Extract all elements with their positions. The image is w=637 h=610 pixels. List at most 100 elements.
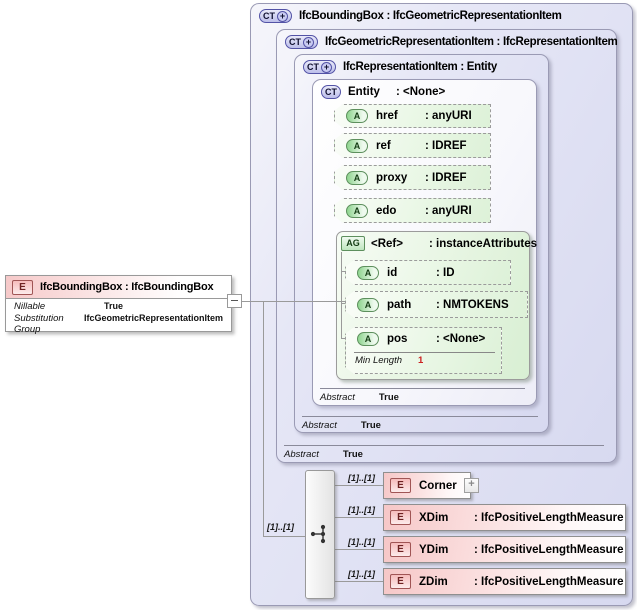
connector-line xyxy=(263,536,305,537)
attribute-ref[interactable]: A ref : IDREF xyxy=(334,133,491,158)
attribute-type: : IDREF xyxy=(425,139,467,152)
branch-line xyxy=(333,517,383,518)
entity-name: Entity xyxy=(348,86,380,98)
facet-divider xyxy=(354,352,495,353)
complextype-title: IfcRepresentationItem : Entity xyxy=(343,61,497,73)
complextype-expand-icon[interactable]: CT + xyxy=(259,9,292,23)
attribute-name: href xyxy=(376,110,398,122)
attribute-icon: A xyxy=(346,171,368,185)
complextype-icon: CT xyxy=(321,85,341,99)
connector-line xyxy=(263,301,264,536)
complextype-title: IfcGeometricRepresentationItem : IfcRepr… xyxy=(325,36,618,48)
nillable-row: Nillable True xyxy=(6,299,231,312)
substitution-group-row: Substitution Group IfcGeometricRepresent… xyxy=(6,312,231,335)
facet-label: Abstract xyxy=(302,420,337,431)
attribute-proxy[interactable]: A proxy : IDREF xyxy=(334,165,491,190)
complextype-header: CT Entity : <None> xyxy=(313,80,453,104)
complextype-header: CT + IfcGeometricRepresentationItem : Ifc… xyxy=(277,30,625,54)
element-icon: E xyxy=(390,510,411,525)
facet-value: True xyxy=(378,392,399,403)
group-tree-line xyxy=(341,338,346,339)
attribute-group-header: AG <Ref> : instanceAttributes xyxy=(341,236,537,251)
attribute-icon: A xyxy=(357,298,379,312)
attribute-icon: A xyxy=(346,139,368,153)
attribute-group-type: : instanceAttributes xyxy=(429,237,537,250)
attribute-name: pos xyxy=(387,333,408,345)
entity-type: : <None> xyxy=(396,86,446,98)
plus-icon[interactable]: + xyxy=(321,61,332,73)
complextype-title: IfcBoundingBox : IfcGeometricRepresentat… xyxy=(299,10,562,22)
branch-line xyxy=(333,581,383,582)
attribute-type: : <None> xyxy=(436,333,486,345)
attribute-id[interactable]: A id : ID xyxy=(345,260,511,285)
element-name: Corner xyxy=(419,479,457,492)
element-corner[interactable]: E Corner xyxy=(383,472,471,499)
abstract-facet-geometricrepresentationitem: Abstract True xyxy=(284,445,604,460)
sequence-icon xyxy=(310,524,326,544)
facet-label: Abstract xyxy=(320,392,355,403)
complextype-header: CT + IfcRepresentationItem : Entity xyxy=(295,55,505,79)
attribute-icon: A xyxy=(357,266,379,280)
element-declaration-title: IfcBoundingBox : IfcBoundingBox xyxy=(40,281,214,293)
complextype-expand-icon[interactable]: CT + xyxy=(303,60,336,74)
facet-value: IfcGeometricRepresentationItem xyxy=(83,313,223,323)
attribute-icon: A xyxy=(346,204,368,218)
element-zdim[interactable]: E ZDim : IfcPositiveLengthMeasure xyxy=(383,568,626,595)
expand-plus-icon[interactable]: + xyxy=(464,478,479,493)
attribute-pos[interactable]: A pos : <None> Min Length 1 xyxy=(345,327,502,374)
facet-value: 1 xyxy=(418,355,424,366)
abstract-facet-entity: Abstract True xyxy=(320,388,525,403)
facet-label: Min Length xyxy=(355,355,403,366)
attribute-type: : NMTOKENS xyxy=(436,298,509,311)
branch-line xyxy=(333,485,383,486)
element-name: XDim xyxy=(419,511,449,524)
element-type: : IfcPositiveLengthMeasure xyxy=(474,511,624,524)
abstract-facet-representationitem: Abstract True xyxy=(302,416,538,431)
facet-label: Abstract xyxy=(284,449,319,460)
cardinality-label: [1]..[1] xyxy=(348,537,375,547)
attribute-group-icon: AG xyxy=(341,236,365,251)
element-type: : IfcPositiveLengthMeasure xyxy=(474,575,624,588)
collapse-toggle-icon[interactable] xyxy=(227,294,242,308)
group-tree-line xyxy=(341,252,342,338)
plus-icon[interactable]: + xyxy=(303,36,314,48)
element-ydim[interactable]: E YDim : IfcPositiveLengthMeasure xyxy=(383,536,626,563)
complextype-header: CT + IfcBoundingBox : IfcGeometricReprese… xyxy=(251,4,570,28)
attribute-name: proxy xyxy=(376,171,408,184)
connector-line xyxy=(240,301,345,302)
facet-value: True xyxy=(360,420,381,431)
element-name: YDim xyxy=(419,543,449,556)
attribute-name: path xyxy=(387,298,412,311)
plus-icon[interactable]: + xyxy=(277,10,288,22)
minlength-facet: Min Length 1 xyxy=(346,353,501,366)
element-icon: E xyxy=(390,478,411,493)
facet-label: Substitution Group xyxy=(14,313,64,335)
element-xdim[interactable]: E XDim : IfcPositiveLengthMeasure xyxy=(383,504,626,531)
attribute-edo[interactable]: A edo : anyURI xyxy=(334,198,491,223)
cardinality-label: [1]..[1] xyxy=(348,473,375,483)
attribute-path[interactable]: A path : NMTOKENS xyxy=(345,291,528,318)
attribute-name: id xyxy=(387,266,398,279)
cardinality-label: [1]..[1] xyxy=(348,505,375,515)
branch-line xyxy=(333,549,383,550)
element-declaration-ifcboundingbox[interactable]: E IfcBoundingBox : IfcBoundingBox Nillab… xyxy=(5,275,232,335)
element-declaration-header: E IfcBoundingBox : IfcBoundingBox xyxy=(6,276,231,299)
attribute-icon: A xyxy=(357,332,379,346)
facet-label: Nillable xyxy=(14,300,46,312)
element-icon: E xyxy=(390,574,411,589)
element-icon: E xyxy=(12,279,33,295)
attribute-type: : anyURI xyxy=(425,204,472,217)
attribute-type: : ID xyxy=(436,266,455,279)
attribute-name: edo xyxy=(376,204,397,217)
complextype-expand-icon[interactable]: CT + xyxy=(285,35,318,49)
cardinality-label: [1]..[1] xyxy=(348,569,375,579)
attribute-href[interactable]: A href : anyURI xyxy=(334,104,491,128)
group-tree-line xyxy=(341,303,346,304)
group-tree-line xyxy=(341,271,346,272)
attribute-type: : IDREF xyxy=(425,171,467,184)
sequence-compositor[interactable] xyxy=(305,470,335,599)
attribute-name: ref xyxy=(376,139,391,152)
attribute-icon: A xyxy=(346,109,368,123)
element-type: : IfcPositiveLengthMeasure xyxy=(474,543,624,556)
